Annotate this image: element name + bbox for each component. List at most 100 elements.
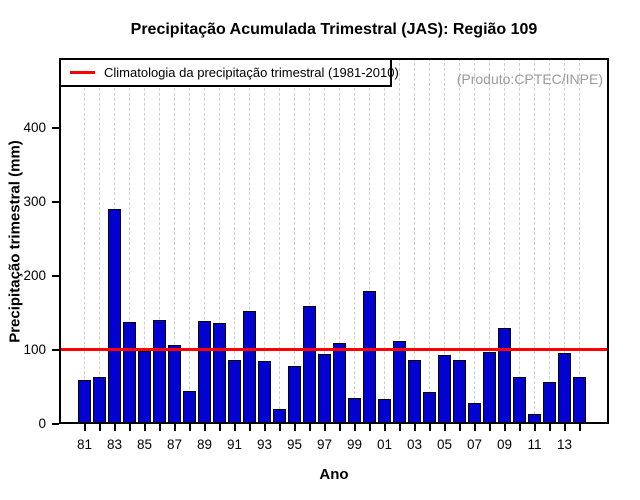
grid-line bbox=[474, 58, 475, 424]
x-tick bbox=[143, 424, 146, 431]
bar-06 bbox=[453, 360, 466, 424]
bar-04 bbox=[423, 392, 436, 424]
x-tick bbox=[563, 424, 566, 431]
grid-line bbox=[429, 58, 430, 424]
x-tick bbox=[188, 424, 191, 431]
grid-line bbox=[324, 58, 325, 424]
grid-line bbox=[489, 58, 490, 424]
x-tick-label-85: 85 bbox=[136, 437, 153, 452]
x-tick-label-07: 07 bbox=[466, 437, 483, 452]
grid-line bbox=[444, 58, 445, 424]
bar-91 bbox=[228, 360, 241, 424]
grid-line bbox=[339, 58, 340, 424]
x-axis-title: Ano bbox=[319, 466, 349, 483]
chart-title: Precipitação Acumulada Trimestral (JAS):… bbox=[130, 21, 538, 38]
bar-07 bbox=[468, 403, 481, 424]
x-tick-label-91: 91 bbox=[226, 437, 243, 452]
bar-11 bbox=[528, 414, 541, 424]
bar-87 bbox=[168, 345, 181, 424]
x-tick bbox=[548, 424, 551, 431]
grid-line bbox=[129, 58, 130, 424]
bar-82 bbox=[93, 377, 106, 424]
x-tick-label-01: 01 bbox=[376, 437, 393, 452]
bar-94 bbox=[273, 409, 286, 424]
grid-line bbox=[459, 58, 460, 424]
climatology-line bbox=[59, 348, 609, 352]
x-tick-label-83: 83 bbox=[106, 437, 123, 452]
grid-line bbox=[204, 58, 205, 424]
bar-89 bbox=[198, 321, 211, 424]
grid-line bbox=[219, 58, 220, 424]
bar-14 bbox=[573, 377, 586, 424]
x-tick bbox=[83, 424, 86, 431]
x-tick bbox=[518, 424, 521, 431]
y-tick-label-300: 300 bbox=[23, 193, 46, 209]
y-tick bbox=[52, 423, 59, 425]
bar-00 bbox=[363, 291, 376, 424]
bar-97 bbox=[318, 354, 331, 424]
x-tick bbox=[203, 424, 206, 431]
bar-01 bbox=[378, 399, 391, 424]
x-tick bbox=[293, 424, 296, 431]
x-tick bbox=[473, 424, 476, 431]
bar-90 bbox=[213, 323, 226, 424]
bar-03 bbox=[408, 360, 421, 424]
x-tick-label-03: 03 bbox=[406, 437, 423, 452]
bar-84 bbox=[123, 322, 136, 424]
x-tick-label-05: 05 bbox=[436, 437, 453, 452]
x-tick bbox=[428, 424, 431, 431]
grid-line bbox=[384, 58, 385, 424]
grid-line bbox=[354, 58, 355, 424]
grid-line bbox=[234, 58, 235, 424]
bar-95 bbox=[288, 366, 301, 424]
x-tick bbox=[158, 424, 161, 431]
x-tick bbox=[113, 424, 116, 431]
bar-13 bbox=[558, 353, 571, 424]
x-tick bbox=[353, 424, 356, 431]
x-tick bbox=[533, 424, 536, 431]
x-tick bbox=[248, 424, 251, 431]
y-tick-label-200: 200 bbox=[23, 267, 46, 283]
bar-88 bbox=[183, 391, 196, 424]
grid-line bbox=[519, 58, 520, 424]
bar-10 bbox=[513, 377, 526, 424]
x-tick bbox=[98, 424, 101, 431]
x-tick-label-93: 93 bbox=[256, 437, 273, 452]
bar-99 bbox=[348, 398, 361, 424]
y-tick bbox=[52, 348, 59, 351]
bar-08 bbox=[483, 352, 496, 424]
y-tick bbox=[52, 274, 59, 277]
x-tick-label-87: 87 bbox=[166, 437, 183, 452]
x-tick bbox=[278, 424, 281, 431]
bar-92 bbox=[243, 311, 256, 424]
grid-line bbox=[189, 58, 190, 424]
x-tick bbox=[383, 424, 386, 431]
grid-line bbox=[159, 58, 160, 424]
x-tick bbox=[218, 424, 221, 431]
x-tick bbox=[173, 424, 176, 431]
x-tick bbox=[323, 424, 326, 431]
x-tick bbox=[398, 424, 401, 431]
grid-line bbox=[174, 58, 175, 424]
x-tick-label-09: 09 bbox=[496, 437, 513, 452]
bar-96 bbox=[303, 306, 316, 424]
bar-86 bbox=[153, 320, 166, 424]
x-tick bbox=[308, 424, 311, 431]
grid-line bbox=[504, 58, 505, 424]
x-tick bbox=[488, 424, 491, 431]
bar-83 bbox=[108, 209, 121, 424]
grid-line bbox=[279, 58, 280, 424]
legend-box: Climatologia da precipitação trimestral … bbox=[59, 58, 399, 87]
x-tick bbox=[413, 424, 416, 431]
bar-85 bbox=[138, 351, 151, 424]
bar-98 bbox=[333, 343, 346, 424]
grid-line bbox=[399, 58, 400, 424]
grid-line bbox=[249, 58, 250, 424]
x-tick bbox=[263, 424, 266, 431]
y-tick-label-400: 400 bbox=[23, 119, 46, 135]
bar-09 bbox=[498, 328, 511, 424]
grid-line bbox=[369, 58, 370, 424]
y-tick bbox=[52, 126, 59, 129]
bar-02 bbox=[393, 341, 406, 424]
watermark-label: (Produto:CPTEC/INPE) bbox=[456, 71, 603, 87]
